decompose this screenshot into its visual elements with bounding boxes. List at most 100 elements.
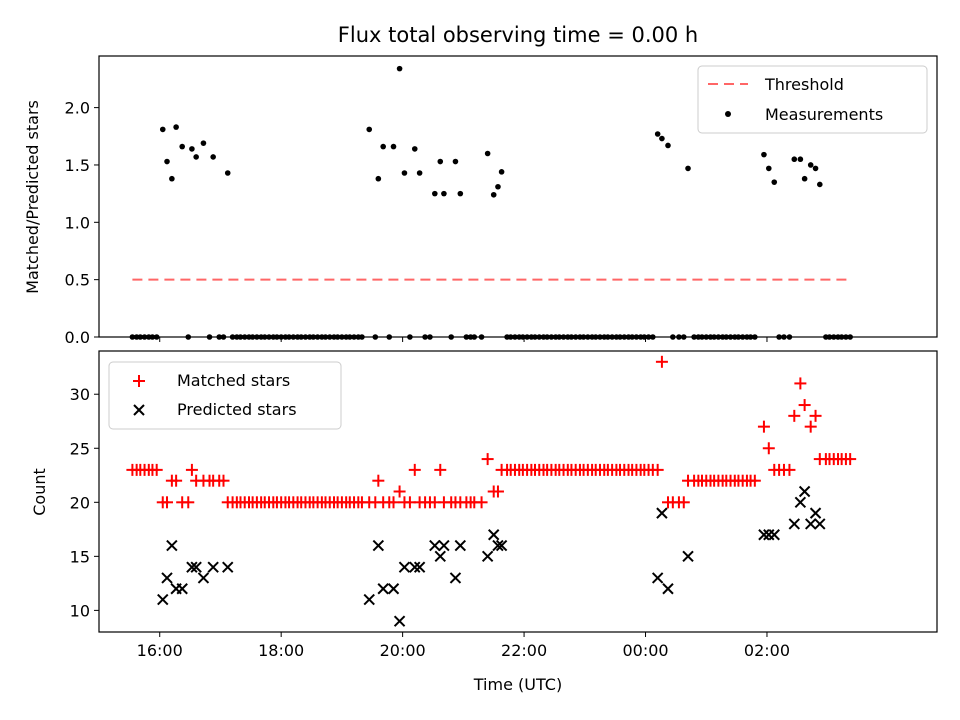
predicted-star-point: [377, 583, 389, 595]
measurement-point: [401, 170, 408, 176]
bottom-y-tick-label: 25: [70, 439, 90, 458]
predicted-star-point: [449, 572, 462, 584]
predicted-star-point: [662, 583, 674, 595]
predicted-star-point: [176, 583, 188, 595]
matched-star-point: [182, 496, 195, 509]
predicted-star-point: [682, 550, 694, 563]
predicted-star-point: [809, 507, 822, 519]
predicted-star-point: [409, 561, 421, 573]
measurement-point: [193, 154, 199, 160]
top-panel: 0.00.51.01.52.0 Matched/Predicted stars …: [23, 55, 938, 347]
measurement-point: [390, 143, 397, 150]
bottom-x-tick-label: 00:00: [622, 641, 668, 660]
bottom-y-axis-label: Count: [30, 468, 49, 516]
measurement-point: [159, 126, 166, 133]
matched-star-point: [798, 399, 811, 412]
matched-star-point: [150, 463, 163, 476]
measurement-point: [457, 190, 464, 197]
matched-star-point: [804, 420, 817, 433]
measurement-point: [173, 124, 179, 130]
legend-matched-swatch: [133, 375, 145, 387]
matched-star-point: [475, 496, 488, 509]
measurement-point: [375, 175, 382, 182]
matched-star-point: [788, 409, 801, 422]
bottom-panel: 10 15 20 25 30 16:00 18:00 20:00 22:00 00:00 02:00…: [30, 350, 938, 694]
measurement-point: [179, 143, 185, 150]
predicted-star-point: [454, 539, 467, 552]
x-axis-label: Time (UTC): [473, 675, 562, 694]
measurement-point: [801, 175, 808, 182]
matched-star-point: [185, 463, 198, 476]
measurement-point: [685, 165, 691, 172]
predicted-star-point: [651, 572, 664, 584]
matched-star-point: [491, 485, 504, 498]
bottom-series: [126, 355, 857, 627]
matched-star-point: [677, 496, 690, 509]
predicted-star-point: [398, 561, 411, 573]
predicted-star-point: [804, 518, 817, 530]
matched-star-point: [783, 463, 796, 476]
bottom-y-tick-label: 10: [70, 601, 90, 620]
measurement-point: [659, 135, 665, 142]
measurement-point: [797, 156, 804, 163]
bottom-y-tick-label: 20: [70, 493, 90, 512]
predicted-star-point: [758, 529, 770, 541]
predicted-star-point: [161, 572, 173, 584]
measurement-point: [169, 175, 175, 182]
top-y-tick-label: 2.0: [65, 99, 90, 118]
predicted-star-point: [488, 529, 500, 541]
predicted-star-point: [798, 485, 811, 498]
predicted-star-point: [481, 550, 494, 563]
measurement-point: [654, 131, 661, 137]
bottom-axes-ticks: 10 15 20 25 30 16:00 18:00 20:00 22:00 00:00 02:00: [70, 385, 790, 660]
legend-measurements-label: Measurements: [765, 105, 883, 124]
matched-star-point: [481, 453, 494, 466]
measurement-point: [432, 190, 438, 197]
matched-star-point: [651, 463, 664, 476]
predicted-star-point: [157, 593, 169, 606]
measurement-point: [452, 158, 459, 165]
chart-title: Flux total observing time = 0.00 h: [338, 23, 698, 47]
top-y-tick-label: 0.0: [65, 328, 90, 347]
bottom-x-tick-label: 02:00: [744, 641, 790, 660]
measurement-point: [495, 183, 501, 190]
matched-star-point: [809, 409, 822, 422]
predicted-star-point: [768, 529, 780, 541]
measurement-point: [812, 165, 819, 172]
predicted-star-point: [372, 539, 385, 552]
measurement-point: [416, 170, 423, 176]
top-y-axis-label: Matched/Predicted stars: [23, 100, 42, 294]
predicted-star-point: [197, 572, 210, 584]
predicted-star-point: [429, 539, 441, 552]
measurement-point: [380, 143, 386, 150]
predicted-star-point: [438, 539, 450, 552]
top-axes-ticks: 0.0 0.5 1.0 1.5 2.0: [65, 99, 768, 347]
matched-star-point: [170, 474, 183, 487]
predicted-star-point: [207, 561, 219, 573]
bottom-x-tick-label: 22:00: [501, 641, 547, 660]
measurement-point: [498, 169, 505, 175]
bottom-x-tick-label: 18:00: [258, 641, 304, 660]
predicted-star-point: [363, 593, 375, 606]
predicted-star-point: [788, 518, 801, 530]
measurement-point: [771, 179, 778, 185]
measurement-point: [761, 151, 767, 158]
matched-star-point: [748, 474, 761, 487]
matched-star-point: [408, 463, 421, 476]
top-y-tick-label: 0.5: [65, 271, 90, 290]
measurement-point: [437, 158, 444, 165]
top-y-tick-label: 1.5: [65, 156, 90, 175]
measurement-point: [189, 146, 195, 152]
bottom-y-tick-label: 15: [70, 547, 90, 566]
measurement-point: [817, 181, 823, 188]
matched-star-point: [655, 355, 668, 368]
matched-star-point: [217, 474, 230, 487]
measurement-point: [210, 154, 216, 160]
matched-star-point: [393, 485, 406, 498]
top-legend-box: [697, 65, 928, 134]
measurement-point: [224, 170, 231, 176]
bottom-y-tick-label: 30: [70, 385, 90, 404]
top-legend: Threshold Measurements: [697, 65, 928, 134]
legend-matched-label: Matched stars: [177, 371, 290, 390]
